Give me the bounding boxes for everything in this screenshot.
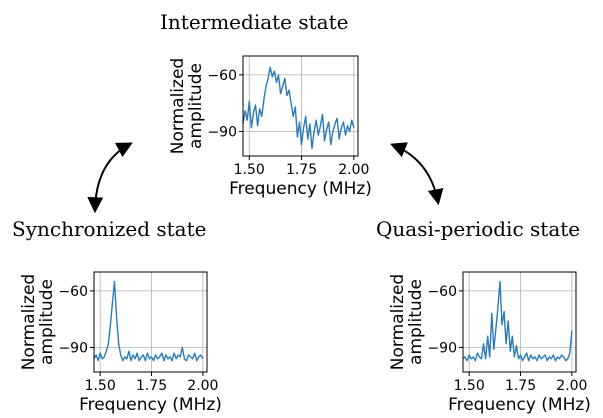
heading-quasi-periodic-state: Quasi-periodic state [376,217,581,241]
y-tick-label: −90 [427,340,457,356]
transition-arrow-intermediate-quasi-periodic [390,142,444,206]
heading-intermediate-state: Intermediate state [160,10,349,34]
x-tick-label: 2.00 [338,162,369,178]
y-tick-label: −60 [207,68,237,84]
chart-intermediate: 1.50 1.75 2.00 −60 −90 Frequency (MHz) Normali… [168,55,372,199]
y-axis-label-quasi-periodic: Normalizedamplitude [388,274,426,370]
x-tick-label: 1.75 [286,162,317,178]
x-axis-label-synchronized: Frequency (MHz) [79,395,222,415]
x-tick-label: 2.00 [187,378,218,394]
x-tick-label: 1.50 [454,378,485,394]
axes-frame-synchronized [93,271,208,373]
y-axis-label-line: amplitude [186,63,206,149]
y-tick-label: −60 [427,284,457,300]
axes-frame-quasi-periodic [462,271,577,373]
x-tick-label: 1.75 [136,378,167,394]
spectrum-charts: 1.50 1.75 2.00 −60 −90 Frequency (MHz) Normali… [19,55,591,415]
chart-quasi-periodic: 1.50 1.75 2.00 −60 −90 Frequency (MHz) Normali… [388,271,591,415]
y-axis-label-synchronized: Normalizedamplitude [19,274,57,370]
y-axis-label-line: Normalized [168,58,188,154]
y-tick-label: −60 [58,284,88,300]
x-tick-label: 1.50 [85,378,116,394]
series-line-synchronized [93,280,204,362]
transition-arrow-synchronized-intermediate [87,142,133,214]
y-axis-label-line: amplitude [37,279,57,365]
series-line-intermediate [242,66,355,150]
x-axis-label-intermediate: Frequency (MHz) [229,179,372,199]
x-tick-label: 2.00 [556,378,587,394]
axes-frame-intermediate [242,55,359,157]
y-tick-label: −90 [58,340,88,356]
x-tick-label: 1.50 [234,162,265,178]
y-axis-label-line: Normalized [388,274,408,370]
heading-synchronized-state: Synchronized state [12,217,207,241]
chart-synchronized: 1.50 1.75 2.00 −60 −90 Frequency (MHz) Normali… [19,271,222,415]
series-line-quasi-periodic [462,280,573,362]
y-axis-label-line: amplitude [406,279,426,365]
y-axis-label-line: Normalized [19,274,39,370]
y-tick-label: −90 [207,124,237,140]
x-axis-label-quasi-periodic: Frequency (MHz) [448,395,591,415]
y-axis-label-intermediate: Normalizedamplitude [168,58,206,154]
x-tick-label: 1.75 [505,378,536,394]
